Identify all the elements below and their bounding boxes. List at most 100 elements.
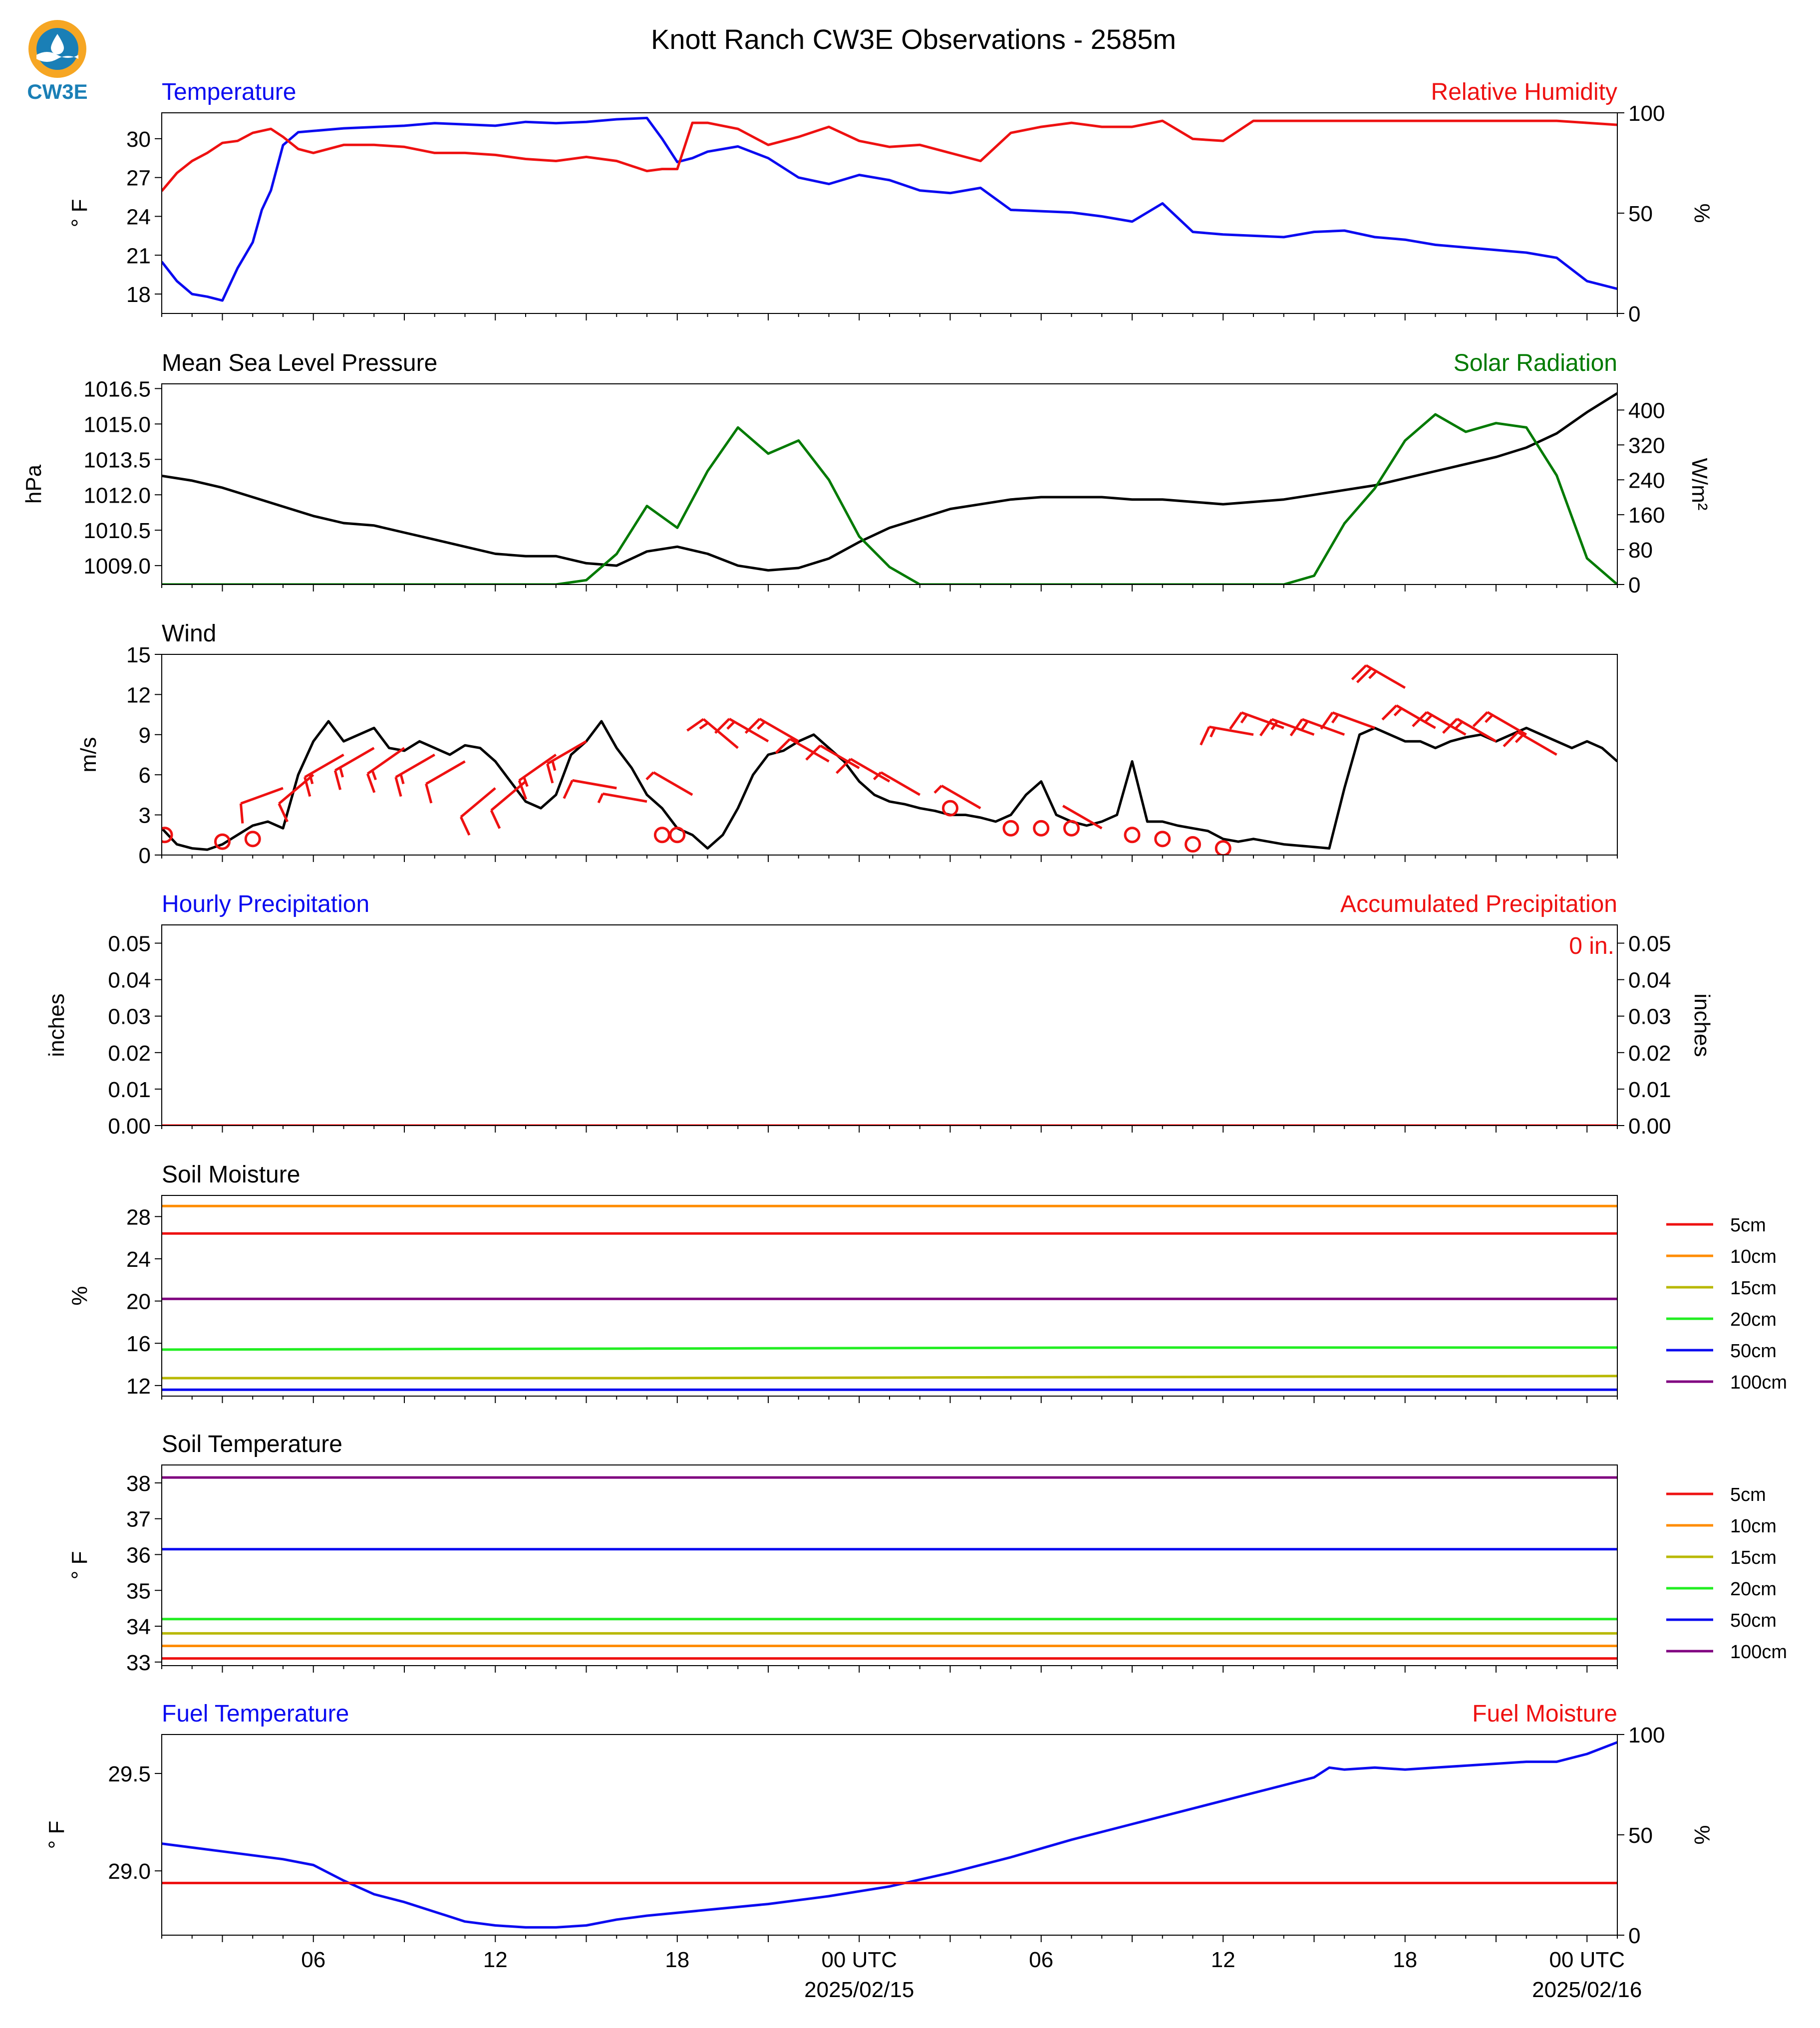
wind-barb [518,753,557,800]
wind-barb-staff [395,753,436,779]
wind-barb-feather [1270,720,1278,730]
wind-barb [1320,711,1375,730]
y-tick-label-right: 240 [1628,468,1665,493]
y-tick-label-left: 16 [126,1332,151,1356]
panel-title-left: Temperature [162,79,296,105]
y-tick-label-right: 0.00 [1628,1114,1671,1139]
wind-barb-staff [240,787,284,805]
wind-barb [1259,718,1315,737]
x-tick-label: 06 [301,1948,325,1972]
wind-barb [1200,725,1254,746]
legend-label: 15cm [1730,1278,1777,1299]
wind-barb-staff [518,753,557,782]
panel-frame [161,112,1618,314]
y-tick-label-left: 20 [126,1290,151,1314]
wind-barb [933,785,981,810]
series-line-mean-sea-level-pressure [162,392,1617,572]
y-axis-label-right: % [1690,203,1714,223]
series-line-20cm [162,1346,1617,1351]
legend-label: 20cm [1730,1309,1777,1330]
legend: 5cm 10cm 15cm 20cm 50cm 100cm [1666,1484,1787,1663]
wind-barb [1229,711,1284,730]
wind-barb-staff [366,747,405,775]
wind-barb [1503,731,1557,756]
wind-barb-feather [546,763,554,784]
wind-barb-feather [1301,720,1309,730]
legend-label: 15cm [1730,1547,1777,1568]
y-tick-label-left: 1009.0 [83,554,151,579]
wind-barb-staff [1332,711,1375,729]
wind-barb [1381,704,1436,729]
panel-pressure_solar: Mean Sea Level Pressure Solar Radiation 10… [21,350,1712,597]
wind-barb-calm [1063,820,1080,837]
time-axis-labels: 06 12 18 00 UTC 2025/02/15 06 12 18 00 UTC 2025/0… [301,1948,1642,2002]
wind-barb-staff [1426,711,1467,736]
wind-barb-staff [1396,704,1436,729]
y-tick-label-right: 160 [1628,503,1665,528]
wind-barb-feather [805,745,822,761]
y-tick-label-left: 29.5 [108,1762,151,1786]
wind-barb-feather [1515,734,1524,743]
y-tick-label-left: 0.00 [108,1114,151,1139]
wind-barb [490,780,527,829]
y-tick-label-left: 1016.5 [83,377,151,401]
wind-barb-calm [1124,827,1141,844]
y-tick-label-left: 29.0 [108,1859,151,1884]
wind-barb-feather [597,793,604,804]
y-axis-label-right: W/m² [1687,458,1712,510]
wind-barb-feather [1229,712,1243,730]
wind-barb-feather [726,721,735,730]
panel-frame [161,383,1618,585]
y-tick-label-right: 0.05 [1628,932,1671,956]
panel-frame [161,1195,1618,1397]
x-tick-date-label: 2025/02/16 [1532,1978,1642,2002]
logo-wave-icon [36,52,78,62]
y-tick-label-left: 1013.5 [83,448,151,472]
wind-barb-staff [547,740,587,765]
panel-title-right: Fuel Moisture [1472,1701,1617,1727]
y-tick-label-right: 0 [1628,1924,1640,1948]
y-tick-label-right: 400 [1628,398,1665,423]
y-tick-label-left: 0.01 [108,1078,151,1102]
y-axis-label-right: % [1690,1825,1714,1844]
wind-barb-staff [702,718,739,749]
wind-barb-feather [490,810,501,829]
wind-barb-feather [1485,714,1494,723]
y-tick-label-left: 36 [126,1543,151,1567]
wind-barb [805,744,860,769]
wind-barb-feather [1289,718,1303,737]
wind-barb-calm [1214,840,1231,855]
wind-barb [425,760,466,804]
y-tick-label-left: 12 [126,683,151,707]
panel-fuel: Fuel Temperature Fuel Moisture 29.0 29.5 0 50… [44,1701,1714,1948]
wind-barb-staff [425,760,466,785]
y-tick-label-right: 100 [1628,1723,1665,1747]
plot-area [162,1204,1617,1391]
y-tick-label-right: 0.03 [1628,1005,1671,1029]
logo-drop-icon [51,34,64,54]
plot-area [162,1476,1617,1660]
wind-barb-feather [1368,670,1377,679]
legend-label: 100cm [1730,1642,1787,1663]
y-tick-label-left: 38 [126,1471,151,1496]
wind-barb-staff [820,744,860,769]
y-tick-label-right: 0 [1628,302,1640,326]
wind-barb [303,753,344,797]
wind-barb-staff [652,771,693,796]
panel-title-left: Mean Sea Level Pressure [162,350,437,376]
wind-barb [239,787,284,824]
wind-barb [645,771,693,796]
y-tick-label-right: 50 [1628,202,1653,226]
y-tick-label-left: 21 [126,244,151,268]
wind-barb-calm [669,827,686,844]
series-line-fuel-temperature [162,1741,1617,1929]
plot-area [162,392,1617,584]
wind-barb-feather [686,718,704,732]
wind-barb-staff [572,779,617,790]
x-tick-label: 18 [665,1948,689,1972]
y-axis-label-right: inches [1690,993,1714,1057]
panel-frame [161,1734,1618,1936]
panel-title-right: Accumulated Precipitation [1340,891,1617,917]
wind-barb-calm [244,831,261,848]
y-tick-label-right: 100 [1628,101,1665,126]
